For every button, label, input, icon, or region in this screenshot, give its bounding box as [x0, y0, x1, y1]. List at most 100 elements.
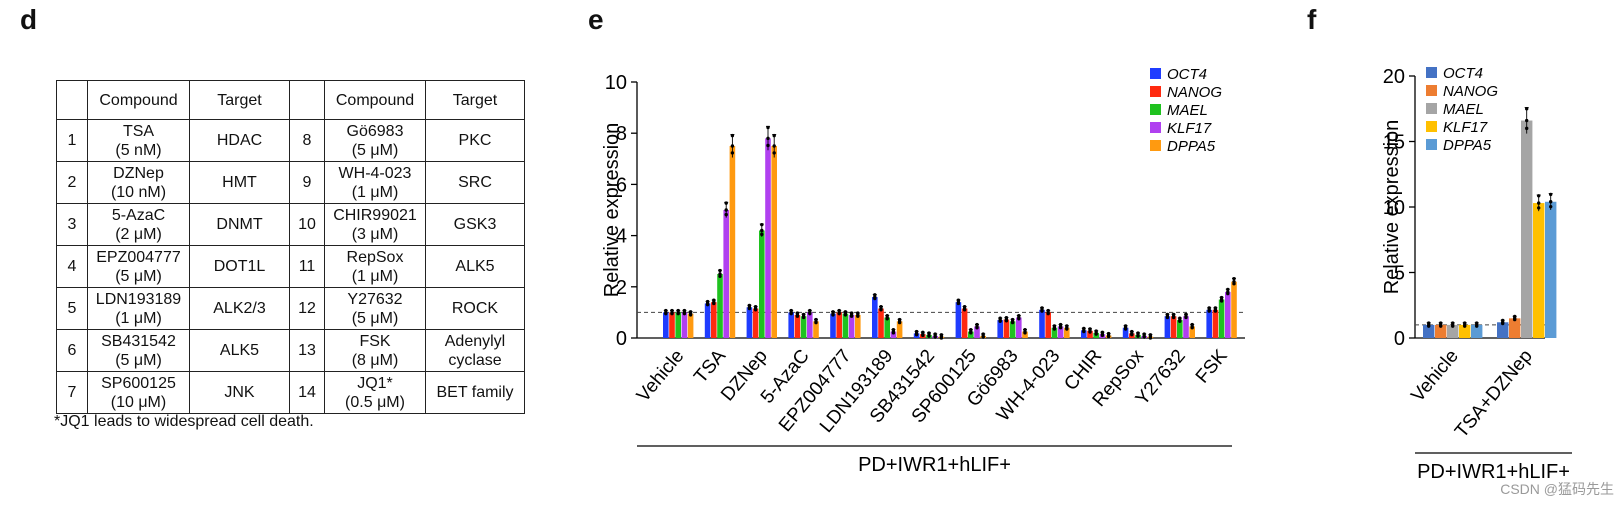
- data-point: [1537, 194, 1541, 198]
- bar: [729, 146, 736, 338]
- data-point: [921, 333, 925, 338]
- y-tick-label: 5: [1394, 263, 1405, 285]
- x-tick-label: TSA: [690, 345, 730, 387]
- bar: [1177, 320, 1183, 338]
- y-tick-label: 6: [616, 174, 627, 196]
- compound-cell-text: DZNep: [113, 164, 164, 182]
- compound-cell: JQ1* (0.5 μM): [324, 371, 426, 414]
- data-point: [1525, 126, 1529, 131]
- bar: [1170, 316, 1177, 338]
- y-axis-title: Relative expression: [1381, 120, 1403, 295]
- bar: [1225, 291, 1231, 338]
- bar: [961, 308, 968, 338]
- data-point: [730, 151, 735, 155]
- data-point: [724, 201, 728, 205]
- data-point: [1207, 309, 1211, 313]
- bar: [974, 326, 980, 338]
- bar: [752, 308, 759, 338]
- bar: [1057, 326, 1064, 338]
- data-point: [1213, 309, 1218, 313]
- compound-cell-text: (5 nM): [115, 141, 162, 159]
- compound-cell: SP600125 (10 μM): [87, 371, 190, 414]
- target-cell: Adenylyl cyclase: [425, 329, 525, 372]
- legend-label: MAEL: [1167, 102, 1208, 119]
- data-point: [843, 313, 848, 317]
- bar: [813, 321, 819, 338]
- y-tick-label: 2: [616, 277, 627, 299]
- watermark: CSDN @猛码先生: [1500, 481, 1614, 497]
- data-point: [724, 212, 728, 217]
- group-label: PD+IWR1+hLIF+: [1417, 461, 1570, 483]
- data-point: [772, 151, 776, 155]
- header-index: [289, 80, 325, 120]
- data-point: [772, 144, 776, 148]
- data-point: [1549, 192, 1553, 197]
- data-point: [682, 311, 687, 316]
- data-point: [1165, 315, 1170, 320]
- data-point: [1046, 311, 1050, 316]
- compound-cell-text: (3 μM): [351, 225, 399, 243]
- group-label: PD+IWR1+hLIF+: [858, 454, 1011, 476]
- bar: [890, 331, 897, 338]
- index-cell-text: 10: [298, 216, 316, 233]
- data-point: [969, 331, 973, 335]
- index-cell: 10: [289, 203, 325, 246]
- compound-cell-text: Y27632: [347, 290, 403, 308]
- target-cell-text: GSK3: [453, 216, 497, 233]
- legend-swatch: [1426, 103, 1437, 114]
- bar: [704, 303, 711, 338]
- bar: [896, 321, 903, 338]
- index-cell-text: 3: [67, 216, 77, 233]
- data-point: [1226, 291, 1230, 296]
- data-point: [747, 306, 752, 311]
- data-point: [766, 125, 770, 130]
- target-cell-text: SRC: [458, 174, 492, 191]
- bar: [675, 312, 681, 338]
- data-point: [897, 320, 902, 325]
- legend-label: DPPA5: [1443, 137, 1492, 154]
- target-cell-text: ROCK: [451, 300, 499, 317]
- compound-cell-text: JQ1*: [357, 374, 393, 392]
- target-cell-text: JNK: [224, 384, 255, 401]
- compound-cell-text: LDN193189: [95, 290, 182, 308]
- data-point: [1130, 332, 1134, 337]
- bar: [1081, 330, 1087, 338]
- y-tick-label: 8: [616, 123, 627, 145]
- data-point: [1123, 327, 1128, 331]
- data-point: [730, 144, 735, 148]
- bar: [1183, 316, 1189, 338]
- compound-cell: LDN193189 (1 μM): [87, 287, 190, 330]
- compound-cell-text: (5 μM): [115, 267, 162, 285]
- index-cell: 14: [289, 371, 325, 414]
- legend-swatch: [1150, 140, 1161, 151]
- data-point: [1017, 317, 1021, 321]
- index-cell-text: 2: [67, 174, 77, 191]
- index-cell-text: 11: [298, 258, 316, 275]
- y-tick-label: 15: [1383, 132, 1405, 154]
- data-point: [712, 301, 716, 306]
- legend-swatch: [1426, 139, 1437, 150]
- legend-swatch: [1150, 68, 1161, 79]
- bar: [1016, 317, 1022, 338]
- compound-cell-text: (5 μM): [351, 309, 399, 327]
- index-cell: 8: [289, 119, 325, 162]
- bar: [955, 302, 962, 338]
- compound-cell-text: EPZ004777: [96, 248, 181, 266]
- data-point: [873, 296, 877, 301]
- data-point: [1475, 324, 1479, 328]
- legend-label: OCT4: [1167, 66, 1207, 83]
- compound-cell-text: TSA: [122, 122, 155, 140]
- data-point: [933, 335, 937, 339]
- data-point: [914, 332, 919, 337]
- data-point: [801, 315, 806, 320]
- panel-letter-f: f: [1307, 4, 1317, 35]
- target-cell-text: PKC: [458, 132, 492, 149]
- bar: [842, 313, 849, 338]
- data-point: [1088, 330, 1092, 334]
- compound-cell-text: (5 μM): [115, 351, 162, 369]
- bar: [1087, 330, 1093, 338]
- bar: [765, 138, 771, 338]
- bar: [1064, 327, 1070, 338]
- header-target: Target: [425, 80, 525, 120]
- table-footnote: *JQ1 leads to widespread cell death.: [54, 413, 314, 430]
